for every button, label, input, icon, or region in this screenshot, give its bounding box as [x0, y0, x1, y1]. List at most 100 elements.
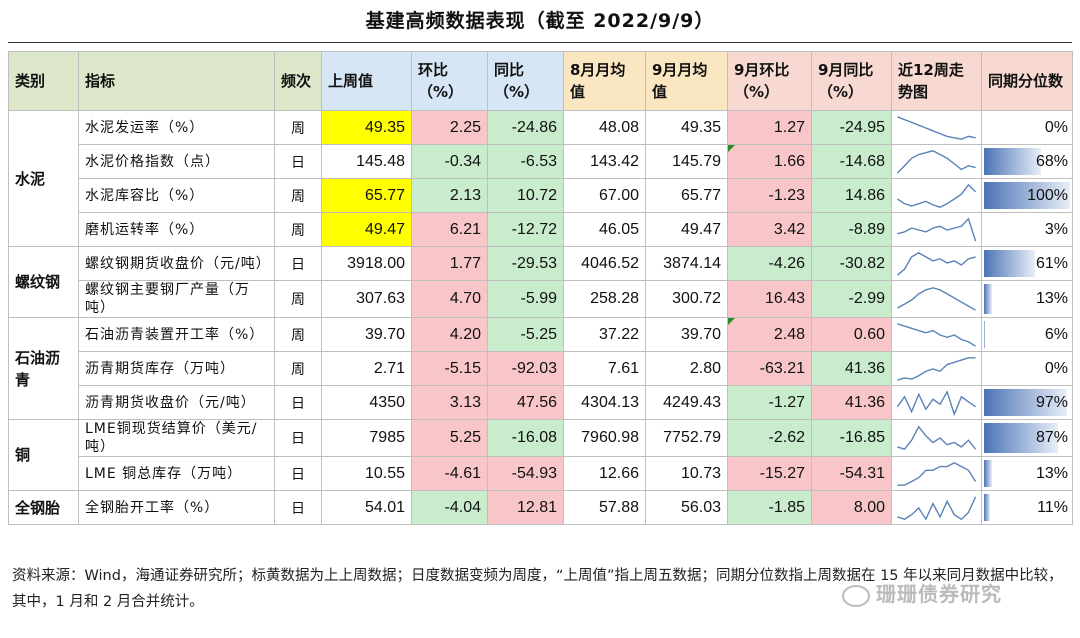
percentile-bar	[984, 389, 1068, 416]
sep-avg-cell: 7752.79	[645, 419, 728, 457]
sep-mom-cell: -1.23	[727, 178, 812, 213]
wow-cell: 1.77	[411, 246, 488, 281]
wow-cell: -0.34	[411, 144, 488, 179]
sep-mom-cell: 1.66	[727, 144, 812, 179]
table-title: 基建高频数据表现（截至 2022/9/9）	[365, 10, 715, 32]
wechat-logo-icon	[842, 584, 870, 607]
last-week-cell: 54.01	[321, 490, 412, 525]
sparkline-line	[897, 357, 975, 379]
indicator-cell: 沥青期货库存（万吨）	[78, 351, 275, 386]
yoy-cell: 47.56	[487, 385, 564, 420]
frequency-cell: 日	[274, 246, 322, 281]
sep-avg-cell: 145.79	[645, 144, 728, 179]
header-last-week: 上周值	[321, 51, 412, 111]
frequency-cell: 周	[274, 351, 322, 386]
sep-mom-cell: 2.48	[727, 317, 812, 352]
percentile-cell: 0%	[981, 110, 1073, 145]
sep-mom-cell: 3.42	[727, 212, 812, 247]
sparkline-cell	[891, 490, 982, 525]
sparkline-line	[897, 150, 975, 172]
header-sep-yoy: 9月同比（%）	[811, 51, 892, 111]
sep-mom-cell: 16.43	[727, 280, 812, 318]
percentile-value: 68%	[1035, 152, 1068, 170]
sparkline-chart	[894, 494, 979, 522]
table-row: 螺纹钢主要钢厂产量（万吨） 周 307.63 4.70 -5.99 258.28…	[9, 280, 1073, 318]
yoy-cell: 12.81	[487, 490, 564, 525]
sparkline-chart	[894, 182, 979, 210]
sparkline-chart	[894, 321, 979, 349]
sparkline-cell	[891, 144, 982, 179]
percentile-bar	[984, 148, 1042, 175]
percentile-value: 11%	[1037, 498, 1068, 516]
aug-avg-cell: 57.88	[563, 490, 646, 525]
percentile-value: 87%	[1035, 429, 1068, 446]
frequency-cell: 周	[274, 212, 322, 247]
percentile-value: 13%	[1035, 464, 1068, 482]
sparkline-line	[897, 323, 975, 345]
sparkline-chart	[894, 216, 979, 244]
frequency-cell: 日	[274, 490, 322, 525]
sparkline-chart	[894, 285, 979, 313]
sep-yoy-cell: 41.36	[811, 385, 892, 420]
header-yoy: 同比（%）	[487, 51, 564, 111]
percentile-cell: 68%	[981, 144, 1073, 179]
sparkline-chart	[894, 355, 979, 383]
percentile-cell: 6%	[981, 317, 1073, 352]
last-week-cell: 4350	[321, 385, 412, 420]
table-row: 全钢胎 全钢胎开工率（%） 日 54.01 -4.04 12.81 57.88 …	[8, 490, 1073, 525]
frequency-cell: 周	[274, 110, 322, 145]
last-week-cell: 7985	[321, 419, 412, 457]
percentile-bar	[984, 423, 1059, 453]
indicator-cell: LME 铜总库存（万吨）	[78, 456, 275, 491]
indicator-cell: 全钢胎开工率（%）	[78, 490, 275, 525]
source-footnote: 资料来源：Wind，海通证券研究所；标黄数据为上上周数据；日度数据变频为周度，“…	[12, 568, 1063, 610]
sep-avg-cell: 39.70	[645, 317, 728, 352]
sparkline-chart	[894, 250, 979, 278]
sep-avg-cell: 300.72	[645, 280, 728, 318]
wow-cell: -4.04	[411, 490, 488, 525]
indicator-cell: 水泥价格指数（点）	[78, 144, 275, 179]
header-sep-avg: 9月月均值	[645, 51, 728, 111]
last-week-cell: 145.48	[321, 144, 412, 179]
yoy-cell: -54.93	[487, 456, 564, 491]
sep-avg-cell: 65.77	[645, 178, 728, 213]
percentile-cell: 0%	[981, 351, 1073, 386]
last-week-cell: 65.77	[321, 178, 412, 213]
frequency-cell: 日	[274, 144, 322, 179]
yoy-cell: -24.86	[487, 110, 564, 145]
sep-yoy-cell: 0.60	[811, 317, 892, 352]
header-sep-mom: 9月环比（%）	[727, 51, 812, 111]
wow-cell: 2.13	[411, 178, 488, 213]
table-row: 水泥价格指数（点） 日 145.48 -0.34 -6.53 143.42 14…	[9, 144, 1073, 179]
sep-avg-cell: 2.80	[645, 351, 728, 386]
last-week-cell: 3918.00	[321, 246, 412, 281]
sparkline-cell	[891, 178, 982, 213]
indicator-cell: 沥青期货收盘价（元/吨）	[78, 385, 275, 420]
wow-cell: 2.25	[411, 110, 488, 145]
header-aug-avg: 8月月均值	[563, 51, 646, 111]
table-row: 铜 LME铜现货结算价（美元/吨） 日 7985 5.25 -16.08 796…	[8, 419, 1073, 491]
sparkline-line	[897, 427, 975, 449]
sep-mom-cell: -63.21	[727, 351, 812, 386]
sep-mom-cell: -2.62	[727, 419, 812, 457]
percentile-cell: 3%	[981, 212, 1073, 247]
sep-mom-cell: -4.26	[727, 246, 812, 281]
frequency-cell: 日	[274, 419, 322, 457]
yoy-cell: -5.99	[487, 280, 564, 318]
percentile-bar	[984, 250, 1035, 277]
percentile-bar	[984, 182, 1070, 209]
aug-avg-cell: 48.08	[563, 110, 646, 145]
wow-cell: 6.21	[411, 212, 488, 247]
sep-yoy-cell: -14.68	[811, 144, 892, 179]
indicator-cell: 螺纹钢主要钢厂产量（万吨）	[78, 280, 275, 318]
table-row: 磨机运转率（%） 周 49.47 6.21 -12.72 46.05 49.47…	[9, 212, 1073, 247]
infrastructure-data-table: 类别 指标 频次 上周值 环比（%） 同比（%） 8月月均值 9月月均值 9月环…	[8, 51, 1073, 525]
sparkline-cell	[891, 351, 982, 386]
wow-cell: -5.15	[411, 351, 488, 386]
sep-avg-cell: 3874.14	[645, 246, 728, 281]
wow-cell: 5.25	[411, 419, 488, 457]
sep-yoy-cell: -30.82	[811, 246, 892, 281]
watermark: 珊珊债券研究	[842, 578, 1002, 607]
aug-avg-cell: 37.22	[563, 317, 646, 352]
sep-avg-cell: 4249.43	[645, 385, 728, 420]
